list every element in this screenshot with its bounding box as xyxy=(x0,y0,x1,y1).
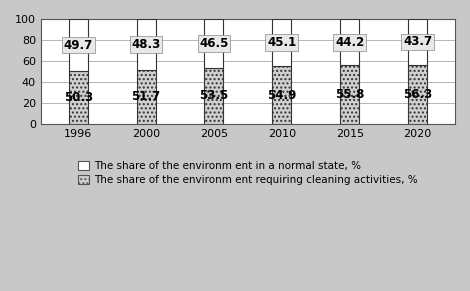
Bar xyxy=(69,19,88,71)
Bar xyxy=(204,68,224,124)
Text: 50.3: 50.3 xyxy=(63,91,93,104)
Text: 44.2: 44.2 xyxy=(335,36,364,49)
Bar xyxy=(137,70,156,124)
Text: 46.5: 46.5 xyxy=(199,37,229,50)
Bar xyxy=(340,65,359,124)
Text: 45.1: 45.1 xyxy=(267,36,297,49)
Bar xyxy=(137,19,156,70)
Text: 49.7: 49.7 xyxy=(63,39,93,52)
Text: 54.9: 54.9 xyxy=(267,89,297,102)
Text: 53.5: 53.5 xyxy=(199,90,228,102)
Bar xyxy=(69,71,88,124)
Bar xyxy=(408,19,427,65)
Legend: The share of the environm ent in a normal state, %, The share of the environm en: The share of the environm ent in a norma… xyxy=(78,161,417,185)
Bar xyxy=(340,19,359,65)
Bar xyxy=(204,19,224,68)
Text: 55.8: 55.8 xyxy=(335,88,364,101)
Bar xyxy=(273,66,291,124)
Bar xyxy=(273,19,291,66)
Text: 51.7: 51.7 xyxy=(132,91,161,103)
Text: 43.7: 43.7 xyxy=(403,36,432,49)
Bar xyxy=(408,65,427,124)
Text: 48.3: 48.3 xyxy=(132,38,161,51)
Text: 56.3: 56.3 xyxy=(403,88,432,101)
